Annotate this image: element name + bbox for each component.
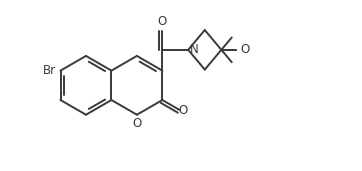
Text: O: O <box>179 104 188 117</box>
Text: Br: Br <box>43 64 56 77</box>
Text: O: O <box>158 15 167 28</box>
Text: O: O <box>240 43 249 56</box>
Text: O: O <box>132 117 142 130</box>
Text: N: N <box>190 43 199 56</box>
